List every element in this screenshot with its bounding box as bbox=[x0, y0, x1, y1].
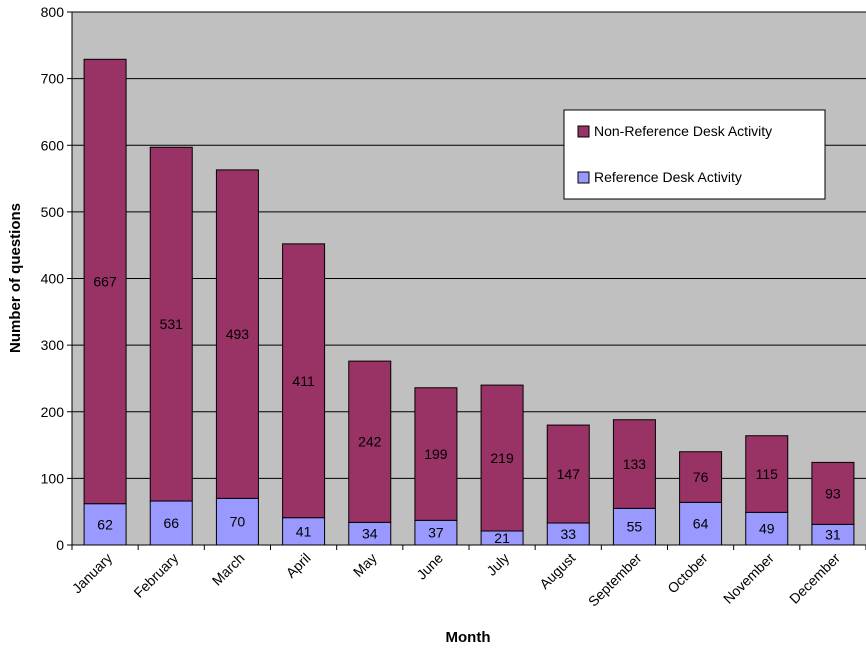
data-label-non-reference-march: 493 bbox=[226, 326, 250, 342]
y-tick-label-600: 600 bbox=[41, 137, 65, 153]
x-tick-label-april: April bbox=[283, 550, 314, 581]
y-axis-title: Number of questions bbox=[7, 203, 24, 353]
bar-non-reference-october bbox=[679, 451, 723, 503]
bar-non-reference-may bbox=[348, 360, 392, 523]
y-tick-label-300: 300 bbox=[41, 337, 65, 353]
bar-reference-october bbox=[679, 501, 723, 546]
y-tick-label-500: 500 bbox=[41, 204, 65, 220]
x-tick-label-august: August bbox=[536, 550, 578, 592]
y-tick-label-100: 100 bbox=[41, 470, 65, 486]
data-label-reference-december: 31 bbox=[825, 527, 841, 543]
data-label-reference-march: 70 bbox=[230, 514, 246, 530]
y-tick-label-700: 700 bbox=[41, 71, 65, 87]
bar-non-reference-june bbox=[414, 387, 458, 521]
legend-swatch-reference bbox=[577, 171, 590, 184]
bar-non-reference-december bbox=[811, 461, 855, 525]
data-label-non-reference-august: 147 bbox=[557, 466, 581, 482]
x-tick-label-december: December bbox=[786, 550, 843, 607]
x-axis-title: Month bbox=[446, 629, 491, 646]
bar-reference-september bbox=[612, 507, 656, 546]
data-label-non-reference-december: 93 bbox=[825, 485, 841, 501]
bar-non-reference-february bbox=[149, 146, 193, 502]
data-label-reference-may: 34 bbox=[362, 526, 378, 542]
legend-label-non-reference: Non-Reference Desk Activity bbox=[594, 123, 772, 139]
bar-non-reference-july bbox=[480, 384, 524, 532]
data-label-non-reference-october: 76 bbox=[693, 469, 709, 485]
bars: 62 667 66 531 70 493 41 411 34 242 37 199 21 219 33 147… bbox=[83, 58, 855, 546]
x-tick-label-february: February bbox=[130, 550, 181, 601]
x-tick-label-october: October bbox=[664, 550, 711, 597]
x-tick-label-march: March bbox=[209, 550, 248, 589]
y-tick-label-0: 0 bbox=[56, 537, 64, 553]
legend-box bbox=[563, 109, 826, 200]
data-label-reference-april: 41 bbox=[296, 523, 312, 539]
x-tick-label-september: September bbox=[585, 550, 645, 610]
legend-swatch-non-reference bbox=[577, 125, 590, 138]
bar-reference-november bbox=[745, 511, 789, 546]
data-label-non-reference-november: 115 bbox=[756, 466, 779, 482]
y-tick-label-800: 800 bbox=[41, 4, 65, 20]
data-label-non-reference-february: 531 bbox=[160, 316, 184, 332]
bar-non-reference-august bbox=[546, 424, 590, 524]
data-label-reference-june: 37 bbox=[428, 525, 444, 541]
data-label-reference-november: 49 bbox=[759, 521, 775, 537]
bar-reference-january bbox=[83, 503, 127, 546]
data-label-reference-january: 62 bbox=[97, 516, 113, 532]
bar-non-reference-november bbox=[745, 435, 789, 513]
x-tick-label-july: July bbox=[483, 550, 512, 579]
bar-reference-february bbox=[149, 500, 193, 546]
bar-reference-june bbox=[414, 519, 458, 546]
bar-reference-march bbox=[215, 497, 259, 546]
data-label-reference-august: 33 bbox=[560, 526, 576, 542]
x-tick-label-january: January bbox=[69, 550, 116, 597]
bar-non-reference-september bbox=[612, 419, 656, 509]
axes bbox=[71, 12, 866, 550]
y-tick-label-200: 200 bbox=[41, 404, 65, 420]
x-tick-label-june: June bbox=[413, 550, 446, 583]
data-label-non-reference-april: 411 bbox=[292, 373, 315, 389]
data-label-reference-october: 64 bbox=[693, 516, 709, 532]
x-tick-label-may: May bbox=[350, 550, 380, 580]
legend: Non-Reference Desk Activity Reference De… bbox=[563, 109, 826, 200]
bar-non-reference-april bbox=[282, 243, 326, 519]
data-label-non-reference-january: 667 bbox=[93, 273, 117, 289]
data-label-non-reference-september: 133 bbox=[623, 456, 647, 472]
data-label-reference-july: 21 bbox=[494, 530, 510, 546]
data-label-non-reference-july: 219 bbox=[490, 450, 514, 466]
data-label-non-reference-may: 242 bbox=[358, 434, 382, 450]
bar-non-reference-january bbox=[83, 58, 127, 505]
y-tick-label-400: 400 bbox=[41, 271, 65, 287]
x-tick-label-november: November bbox=[720, 550, 777, 607]
legend-label-reference: Reference Desk Activity bbox=[594, 169, 742, 185]
data-label-reference-september: 55 bbox=[627, 519, 643, 535]
bar-non-reference-march bbox=[215, 169, 259, 499]
data-label-reference-february: 66 bbox=[163, 515, 179, 531]
data-label-non-reference-june: 199 bbox=[424, 446, 448, 462]
